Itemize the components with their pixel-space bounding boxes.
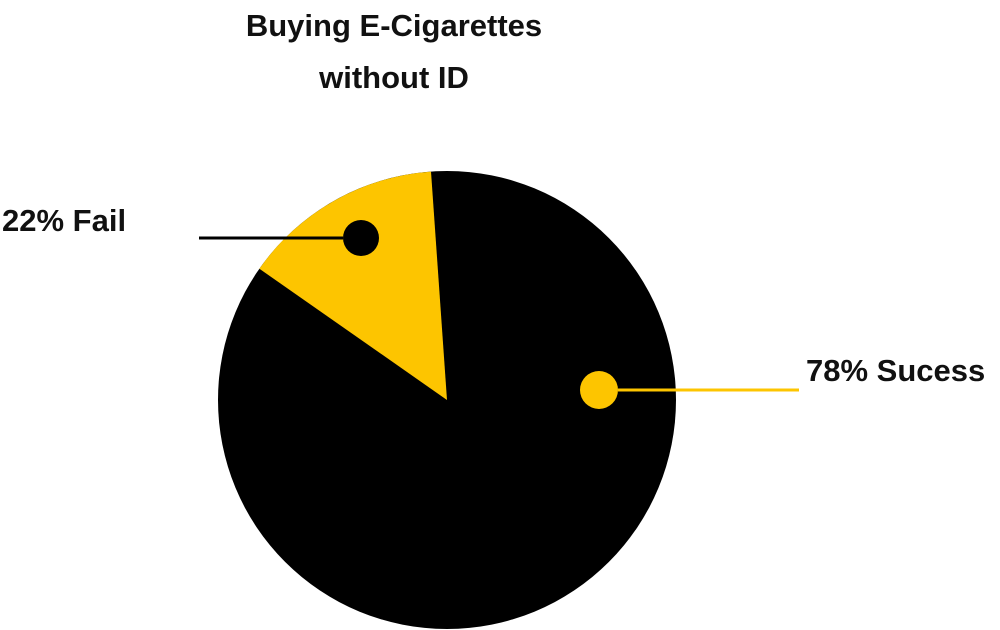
pie-slices (218, 171, 676, 629)
pie-slice-fail (259, 171, 447, 400)
callout-dot-fail (343, 220, 379, 256)
slice-label-fail: 22% Fail (2, 203, 127, 238)
pie-callouts (199, 220, 799, 409)
callout-dot-success (580, 371, 618, 409)
slice-label-success: 78% Sucess (806, 353, 986, 388)
chart-title: Buying E-Cigarettes without ID (194, 0, 594, 104)
chart-title-line-1: Buying E-Cigarettes (245, 8, 543, 43)
chart-title-line-2: without ID (319, 60, 469, 95)
